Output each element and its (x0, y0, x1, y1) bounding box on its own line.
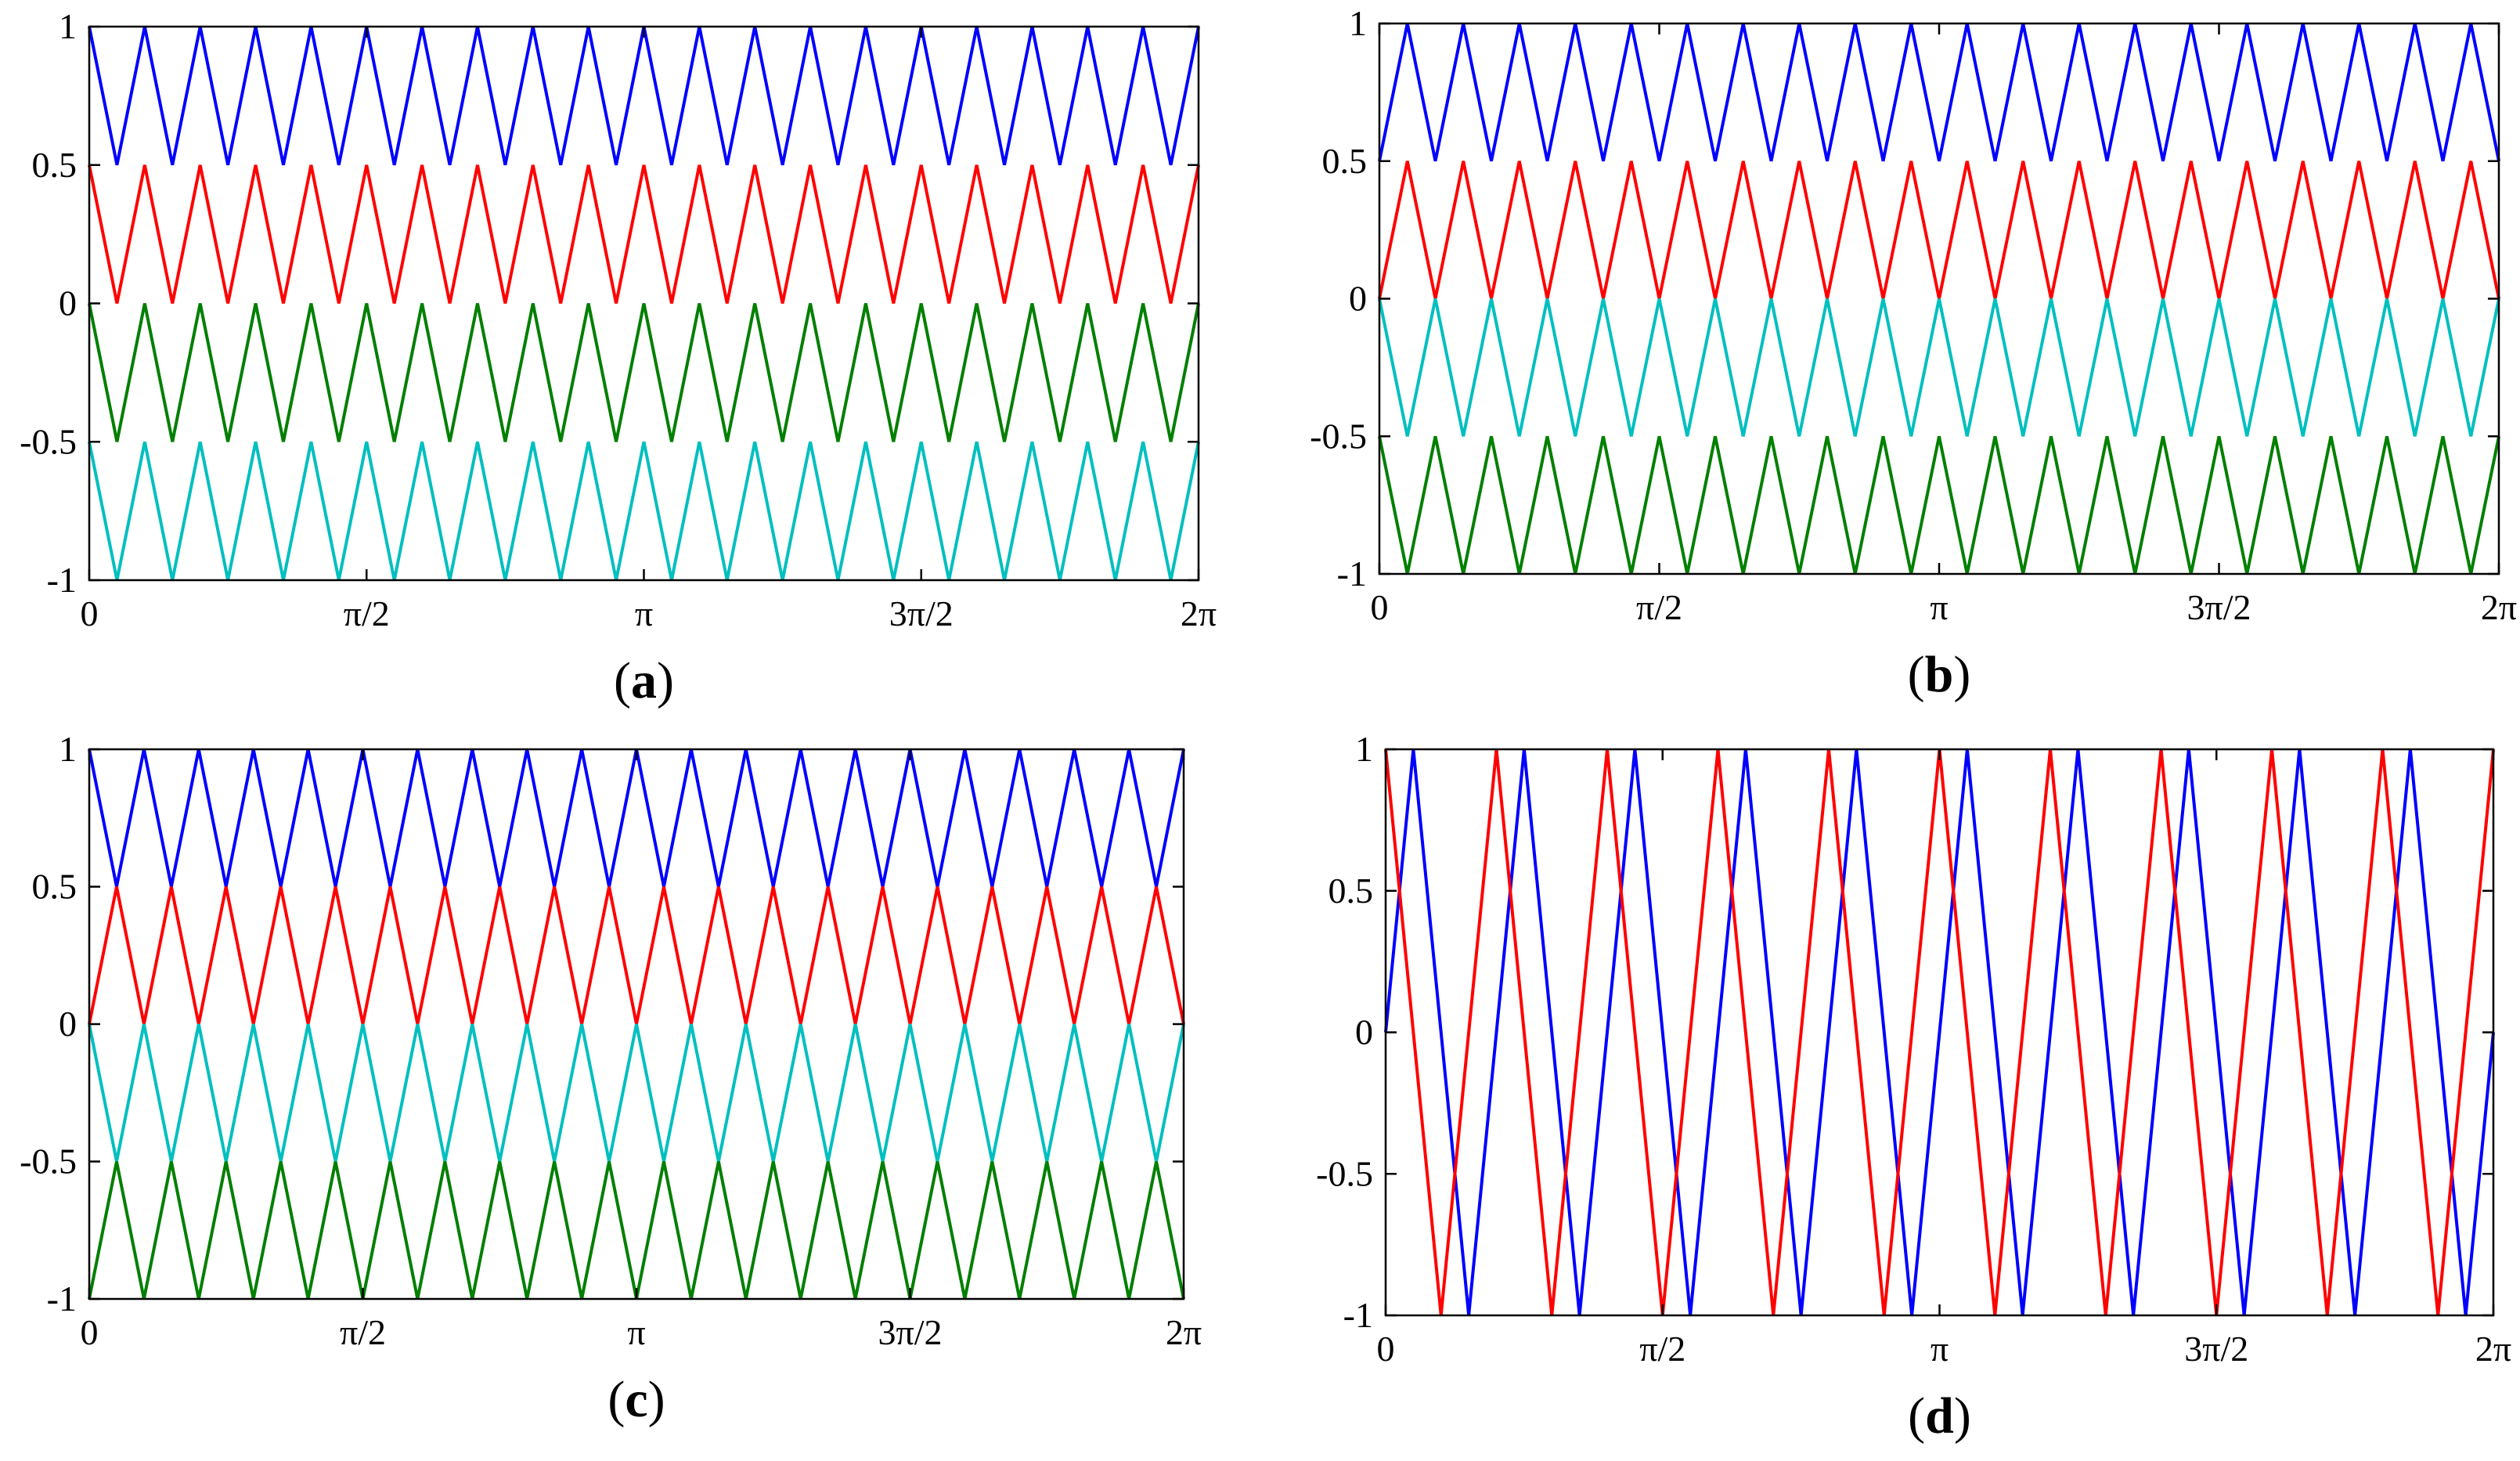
x-tick-label: π/2 (340, 1312, 386, 1352)
x-tick-label: 2π (2475, 1329, 2511, 1369)
x-tick-label: 0 (81, 593, 99, 633)
x-tick-label: 3π/2 (2184, 1329, 2248, 1369)
series-line-2 (1378, 161, 2500, 299)
series-line-1 (88, 26, 1200, 166)
series-line-4 (88, 1161, 1185, 1300)
y-tick-label: 0.5 (32, 145, 78, 185)
chart-panel-a: 10.50-0.5-10 π/2 π 3π/2 2π(a) (20, 6, 1217, 709)
x-tick-label: π (1930, 587, 1948, 627)
series-line-2 (88, 886, 1185, 1025)
y-tick-label: 0 (59, 283, 77, 323)
y-tick-label: 0.5 (32, 867, 78, 907)
x-tick-label: 3π/2 (889, 593, 954, 633)
series-line-1 (88, 749, 1185, 887)
x-tick-label: 3π/2 (878, 1312, 942, 1352)
x-tick-label: π (627, 1312, 645, 1352)
series-line-4 (1378, 435, 2500, 575)
x-tick-label: 2π (1181, 593, 1217, 633)
x-tick-label: π/2 (1636, 587, 1682, 627)
series-line-3 (88, 1023, 1185, 1162)
y-tick-label: 1 (59, 6, 77, 46)
panel-caption: (a) (614, 652, 674, 709)
x-tick-label: π (1931, 1329, 1949, 1369)
y-tick-label: -1 (47, 560, 77, 600)
x-tick-label: 2π (1166, 1312, 1202, 1352)
y-tick-label: 0.5 (1322, 141, 1368, 181)
series-line-4 (88, 441, 1200, 581)
series-line-3 (88, 303, 1200, 442)
panel-caption: (c) (607, 1371, 665, 1428)
y-tick-label: -0.5 (1310, 416, 1367, 456)
x-tick-label: 0 (81, 1312, 99, 1352)
series-line-3 (1378, 298, 2500, 437)
y-tick-label: -1 (47, 1279, 77, 1319)
x-tick-label: 2π (2481, 587, 2517, 627)
y-tick-label: 1 (1355, 729, 1373, 769)
x-tick-label: 0 (1371, 587, 1389, 627)
y-tick-label: -1 (1343, 1295, 1373, 1335)
x-tick-label: π/2 (1639, 1329, 1685, 1369)
y-tick-label: 1 (1349, 3, 1367, 43)
x-tick-label: π (635, 593, 653, 633)
y-tick-label: 0.5 (1328, 871, 1374, 911)
y-tick-label: -0.5 (20, 1142, 77, 1181)
x-tick-label: 3π/2 (2187, 587, 2251, 627)
chart-panel-b: 10.50-0.5-10 π/2 π 3π/2 2π(b) (1310, 3, 2517, 703)
chart-panel-d: 10.50-0.5-10 π/2 π 3π/2 2π(d) (1316, 729, 2511, 1445)
y-tick-label: 0 (59, 1004, 77, 1044)
panel-caption: (d) (1908, 1387, 1971, 1445)
chart-panel-c: 10.50-0.5-10 π/2 π 3π/2 2π(c) (20, 729, 1202, 1428)
y-tick-label: -1 (1337, 554, 1367, 593)
panel-caption: (b) (1908, 646, 1971, 703)
y-tick-label: 0 (1355, 1012, 1373, 1052)
series-line-1 (1378, 23, 2500, 162)
x-tick-label: 0 (1377, 1329, 1395, 1369)
y-tick-label: -0.5 (1316, 1153, 1373, 1193)
series-line-2 (88, 164, 1200, 304)
series-line-1 (1384, 749, 2495, 1316)
y-tick-label: 1 (59, 729, 77, 769)
x-tick-label: π/2 (344, 593, 390, 633)
y-tick-label: -0.5 (20, 421, 77, 461)
y-tick-label: 0 (1349, 279, 1367, 319)
